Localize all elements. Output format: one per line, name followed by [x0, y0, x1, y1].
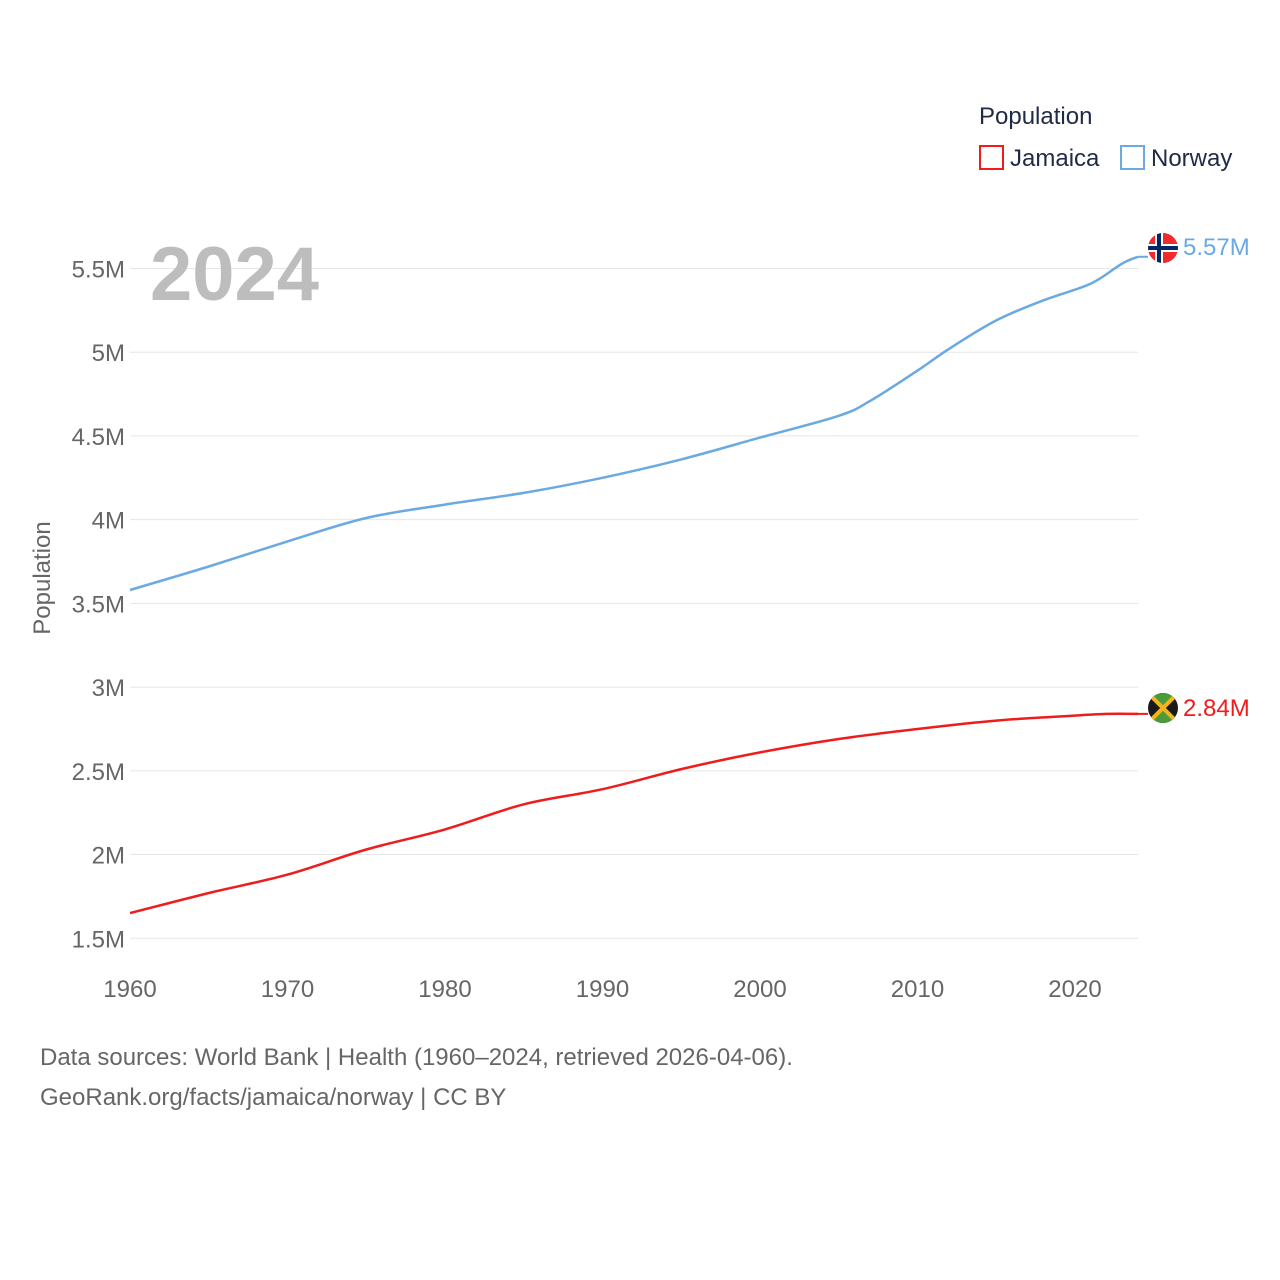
- legend-item-norway[interactable]: Norway: [1120, 145, 1232, 172]
- x-axis-ticks: 1960 1970 1980 1990 2000 2010 2020: [103, 976, 1101, 1003]
- legend-swatch-jamaica: [979, 145, 1004, 170]
- x-tick-label: 1990: [576, 976, 629, 1003]
- legend-label-jamaica: Jamaica: [1010, 145, 1100, 172]
- norway-flag-icon: [1148, 233, 1178, 263]
- x-tick-label: 2010: [891, 976, 944, 1003]
- y-tick-label: 2.5M: [72, 759, 125, 786]
- y-axis-title: Population: [29, 521, 56, 634]
- y-axis-ticks: 1.5M 2M 2.5M 3M 3.5M 4M 4.5M 5M 5.5M: [72, 256, 125, 953]
- norway-end-marker: 5.57M: [1148, 233, 1250, 263]
- x-tick-label: 2000: [733, 976, 786, 1003]
- y-tick-label: 4.5M: [72, 424, 125, 451]
- legend-title: Population: [979, 103, 1092, 130]
- norway-end-label: 5.57M: [1183, 234, 1250, 261]
- y-tick-label: 1.5M: [72, 926, 125, 953]
- y-tick-label: 4M: [92, 508, 125, 535]
- jamaica-end-label: 2.84M: [1183, 695, 1250, 722]
- footer-sources: Data sources: World Bank | Health (1960–…: [40, 1044, 793, 1071]
- series-line-norway: [129, 255, 1139, 592]
- y-tick-label: 5M: [92, 340, 125, 367]
- series-lines: [129, 255, 1148, 915]
- footer-attribution: GeoRank.org/facts/jamaica/norway | CC BY: [40, 1084, 507, 1111]
- gridlines: [130, 267, 1138, 939]
- legend-item-jamaica[interactable]: Jamaica: [979, 145, 1100, 172]
- jamaica-flag-icon: [1148, 693, 1178, 723]
- x-tick-label: 2020: [1048, 976, 1101, 1003]
- legend: Population Jamaica Norway: [979, 103, 1232, 172]
- legend-label-norway: Norway: [1151, 145, 1232, 172]
- series-line-jamaica: [129, 712, 1139, 915]
- jamaica-end-marker: 2.84M: [1148, 693, 1250, 723]
- x-tick-label: 1970: [261, 976, 314, 1003]
- y-tick-label: 3M: [92, 675, 125, 702]
- x-tick-label: 1980: [418, 976, 471, 1003]
- y-tick-label: 3.5M: [72, 591, 125, 618]
- y-tick-label: 5.5M: [72, 256, 125, 283]
- y-tick-label: 2M: [92, 843, 125, 870]
- x-tick-label: 1960: [103, 976, 156, 1003]
- legend-swatch-norway: [1120, 145, 1145, 170]
- current-year-label: 2024: [150, 232, 319, 317]
